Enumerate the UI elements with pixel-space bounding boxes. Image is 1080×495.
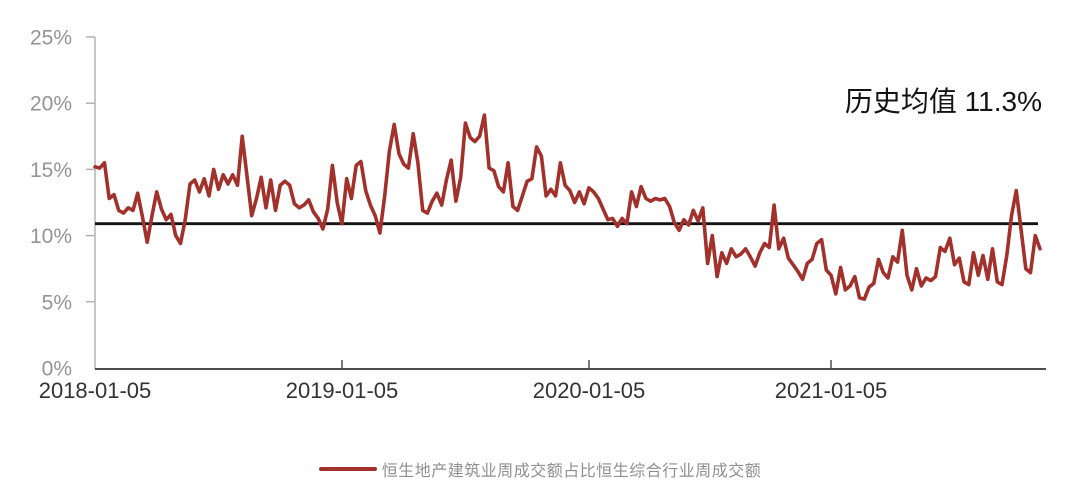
y-axis-tick-marks — [86, 36, 95, 303]
x-axis-tick-marks — [341, 360, 832, 368]
y-tick-label-0: 0% — [42, 358, 72, 381]
legend: 恒生地产建筑业周成交额占比恒生综合行业周成交额 — [0, 457, 1080, 481]
x-tick-label-2020: 2020-01-05 — [533, 378, 646, 403]
series-line — [93, 113, 1042, 302]
y-tick-label-10: 10% — [30, 225, 72, 248]
legend-label: 恒生地产建筑业周成交额占比恒生综合行业周成交额 — [381, 463, 762, 480]
x-tick-label-2018: 2018-01-05 — [39, 378, 152, 403]
average-annotation-label: 历史均值 11.3% — [845, 86, 1042, 117]
x-tick-label-2021: 2021-01-05 — [775, 378, 888, 403]
y-tick-label-15: 15% — [30, 159, 72, 182]
legend-line-swatch — [318, 467, 377, 471]
y-tick-label-20: 20% — [30, 93, 72, 116]
x-tick-label-2019: 2019-01-05 — [286, 378, 399, 403]
y-tick-label-5: 5% — [42, 291, 72, 314]
y-tick-label-25: 25% — [30, 27, 72, 50]
